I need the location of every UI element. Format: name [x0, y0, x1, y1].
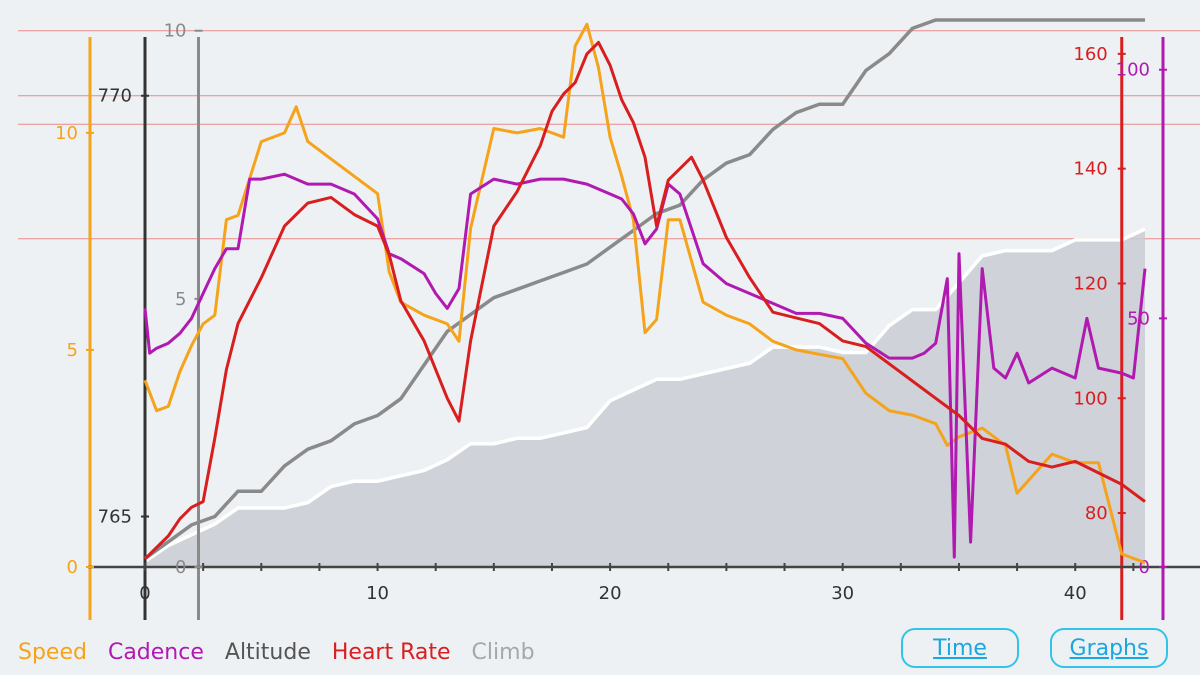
- cadence-tick-label: 0: [1139, 557, 1150, 578]
- legend-cadence: Cadence: [107, 640, 204, 665]
- climb-tick-label: 0: [175, 557, 186, 578]
- speed-tick-label: 5: [67, 340, 78, 361]
- climb-area: [145, 229, 1145, 567]
- altitude-line: [143, 18, 1145, 561]
- legend-speed: Speed: [18, 640, 87, 665]
- graphs-button[interactable]: Graphs: [1050, 628, 1168, 668]
- legend-altitude: Altitude: [224, 640, 311, 665]
- time-button[interactable]: Time: [901, 628, 1019, 668]
- speed-tick-label: 0: [67, 557, 78, 578]
- cadence-line: [143, 172, 1147, 559]
- x-tick-label: 10: [366, 583, 389, 604]
- legend-climb: Climb: [471, 640, 535, 665]
- climb-tick-label: 10: [164, 21, 187, 42]
- speed-line: [143, 22, 1146, 565]
- heart-rate-line: [143, 40, 1146, 561]
- climb-tick-label: 5: [175, 289, 186, 310]
- x-tick-label: 20: [599, 583, 622, 604]
- altitude-tick-label: 770: [98, 86, 132, 107]
- speed-tick-label: 10: [55, 123, 78, 144]
- x-tick-label: 30: [831, 583, 854, 604]
- x-tick-label: 40: [1064, 583, 1087, 604]
- legend-heart-rate: Heart Rate: [331, 640, 451, 665]
- climb-line: [144, 227, 1146, 564]
- heart_rate-tick-label: 80: [1085, 503, 1108, 524]
- altitude-tick-label: 765: [98, 507, 132, 528]
- x-tick-label: 0: [139, 583, 150, 604]
- heart_rate-tick-label: 120: [1073, 273, 1107, 294]
- heart_rate-tick-label: 140: [1073, 159, 1107, 180]
- legend: Speed Cadence Altitude Heart Rate Climb: [18, 640, 549, 665]
- cadence-tick-label: 100: [1116, 60, 1150, 81]
- heart_rate-tick-label: 100: [1073, 388, 1107, 409]
- heart_rate-tick-label: 160: [1073, 44, 1107, 65]
